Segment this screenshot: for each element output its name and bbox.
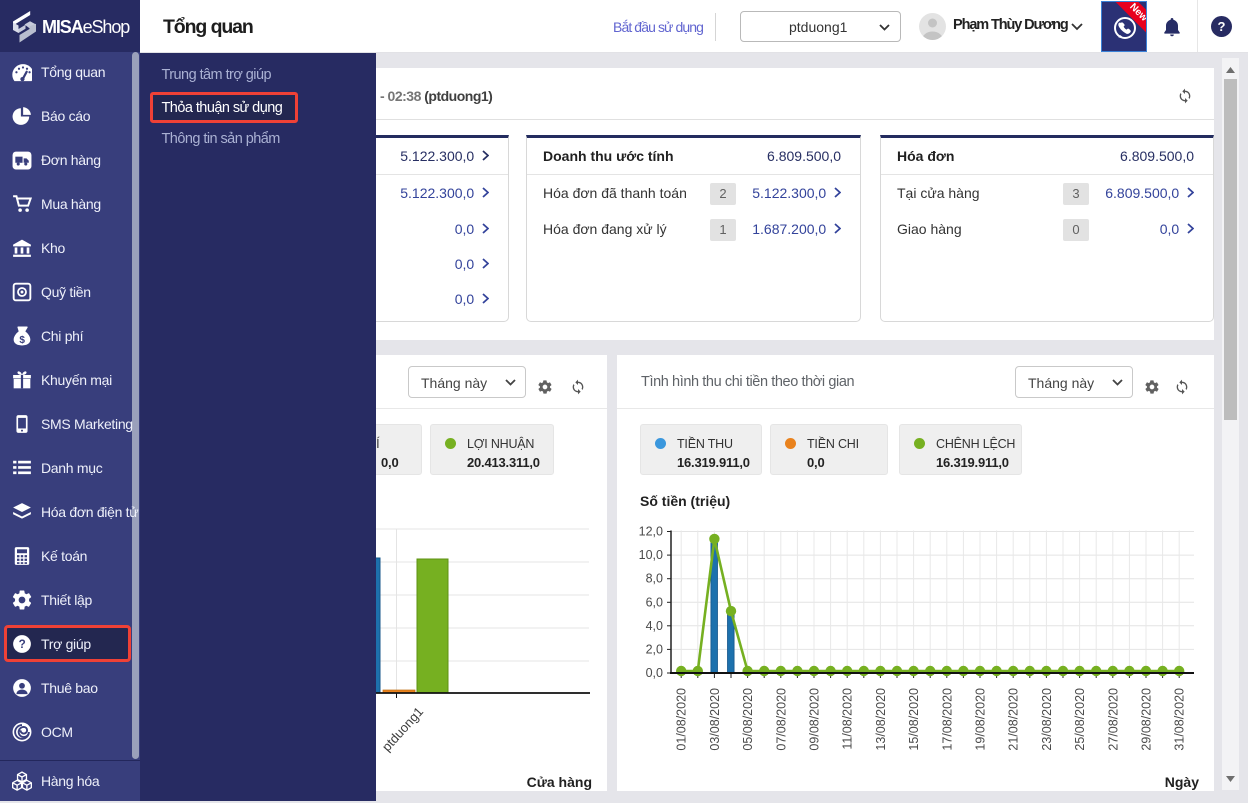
svg-text:17/08/2020: 17/08/2020 (940, 688, 954, 751)
svg-text:12,0: 12,0 (639, 525, 663, 539)
svg-text:09/08/2020: 09/08/2020 (808, 688, 822, 751)
svg-text:13/08/2020: 13/08/2020 (874, 688, 888, 751)
svg-text:ptduong1: ptduong1 (379, 704, 426, 754)
svg-text:03/08/2020: 03/08/2020 (708, 688, 722, 751)
svg-text:23/08/2020: 23/08/2020 (1040, 688, 1054, 751)
svg-text:10,0: 10,0 (639, 548, 663, 562)
svg-text:07/08/2020: 07/08/2020 (774, 688, 788, 751)
svg-text:01/08/2020: 01/08/2020 (675, 688, 689, 751)
svg-text:8,0: 8,0 (646, 572, 663, 586)
svg-text:29/08/2020: 29/08/2020 (1140, 688, 1154, 751)
svg-text:$: $ (19, 335, 25, 346)
svg-text:15/08/2020: 15/08/2020 (907, 688, 921, 751)
svg-text:0,0: 0,0 (646, 666, 663, 680)
svg-text:?: ? (19, 638, 26, 651)
svg-text:21/08/2020: 21/08/2020 (1007, 688, 1021, 751)
svg-text:31/08/2020: 31/08/2020 (1173, 688, 1187, 751)
svg-text:2,0: 2,0 (646, 642, 663, 656)
svg-text:6,0: 6,0 (646, 595, 663, 609)
svg-text:25/08/2020: 25/08/2020 (1073, 688, 1087, 751)
svg-text:4,0: 4,0 (646, 619, 663, 633)
svg-text:19/08/2020: 19/08/2020 (974, 688, 988, 751)
svg-text:27/08/2020: 27/08/2020 (1106, 688, 1120, 751)
svg-text:11/08/2020: 11/08/2020 (841, 688, 855, 750)
svg-text:05/08/2020: 05/08/2020 (741, 688, 755, 751)
